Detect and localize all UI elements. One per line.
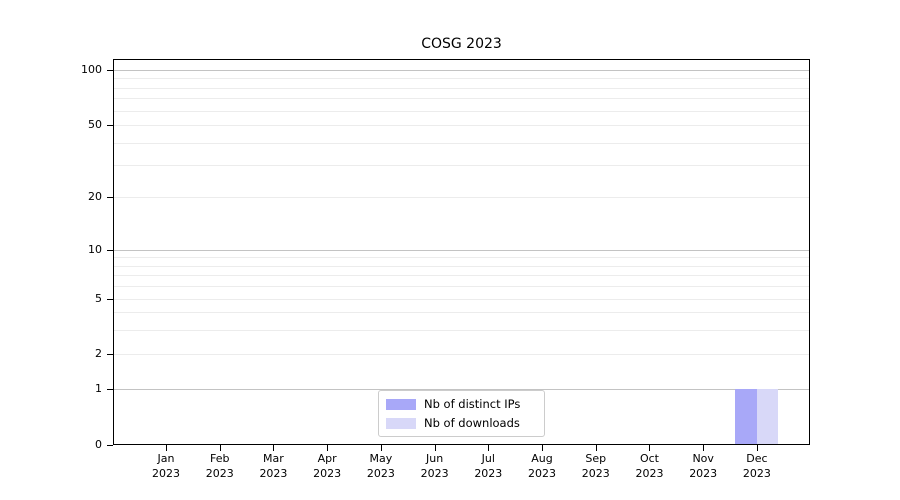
minor-gridline [114,125,809,126]
legend-label: Nb of downloads [424,416,520,430]
minor-gridline [114,312,809,314]
x-tick-label-line: Apr [317,452,337,465]
x-tick-mark [327,445,329,451]
x-tick-label-line: Dec [746,452,768,465]
x-tick-mark [703,445,705,451]
y-tick-label: 0 [95,438,102,451]
legend-swatch [386,398,416,410]
minor-gridline [114,110,809,112]
x-tick-label: Oct 2023 [619,451,679,481]
y-tick-label: 5 [95,292,102,305]
minor-gridline [114,98,809,100]
minor-gridline [114,286,809,288]
x-tick-label-line: Feb [209,452,230,465]
x-tick-mark [273,445,275,451]
x-tick-label-line: 2023 [205,467,234,480]
x-tick-label-line: 2023 [528,467,557,480]
bar-dec-downloads [756,389,779,444]
legend-label: Nb of distinct IPs [424,397,521,411]
minor-gridline [114,354,809,355]
major-gridline [114,389,809,390]
y-tick-label: 2 [95,347,102,360]
x-tick-mark [756,445,758,451]
legend-item-downloads: Nb of downloads [386,415,537,431]
x-tick-mark [595,445,597,451]
y-tick-mark [107,250,113,251]
x-tick-label: Sep 2023 [566,451,626,481]
x-tick-label-line: Sep [585,452,607,465]
x-tick-label: Jul 2023 [458,451,518,481]
minor-gridline [114,197,809,198]
x-tick-label-line: 2023 [742,467,771,480]
x-tick-label: Mar 2023 [243,451,303,481]
y-tick-label: 50 [88,118,102,131]
plot-area [113,59,810,445]
x-tick-label: Aug 2023 [512,451,572,481]
x-tick-label: May 2023 [351,451,411,481]
y-tick-label: 10 [88,243,102,256]
x-tick-label-line: 2023 [152,467,180,480]
x-tick-mark [488,445,490,451]
minor-gridline [114,87,809,89]
x-tick-label: Feb 2023 [190,451,250,481]
x-tick-label-line: Mar [263,452,284,465]
x-tick-label: Jan 2023 [136,451,196,481]
x-tick-mark [434,445,436,451]
x-tick-label: Dec 2023 [727,451,787,481]
x-tick-label: Jun 2023 [405,451,465,481]
minor-gridline [114,165,809,167]
x-tick-label-line: Oct [639,452,659,465]
x-tick-mark [542,445,544,451]
minor-gridline [114,329,809,331]
x-tick-label-line: 2023 [635,467,664,480]
minor-gridline [114,142,809,144]
x-tick-label-line: 2023 [581,467,610,480]
y-tick-mark [107,389,113,390]
x-tick-mark [219,445,221,451]
x-tick-label-line: 2023 [259,467,288,480]
bar-dec-distinct-ips [735,389,757,444]
x-tick-mark [166,445,167,451]
y-tick-mark [107,445,113,446]
y-tick-mark [107,299,113,300]
x-tick-label-line: Jan [157,452,175,465]
y-tick-mark [107,354,113,355]
x-tick-label-line: 2023 [689,467,718,480]
x-tick-label-line: 2023 [366,467,395,480]
y-tick-mark [107,125,113,126]
minor-gridline [114,299,809,300]
minor-gridline [114,78,809,80]
x-tick-label: Nov 2023 [673,451,733,481]
minor-gridline [114,275,809,277]
y-tick-label: 20 [88,190,102,203]
x-tick-label-line: May [369,452,393,465]
y-tick-label: 100 [81,63,102,76]
minor-gridline [114,265,809,267]
x-tick-mark [380,445,382,451]
y-tick-label: 1 [95,382,102,395]
legend-item-distinct-ips: Nb of distinct IPs [386,396,537,412]
y-tick-mark [107,197,113,198]
x-tick-label-line: Aug [531,452,553,465]
chart-title: COSG 2023 [421,36,502,52]
x-tick-mark [649,445,651,451]
x-tick-label: Apr 2023 [297,451,357,481]
major-gridline [114,70,809,71]
major-gridline [114,250,809,251]
legend: Nb of distinct IPs Nb of downloads [378,390,545,437]
legend-swatch [386,417,416,429]
y-tick-mark [107,70,113,71]
x-tick-label-line: 2023 [420,467,449,480]
x-tick-label-line: Nov [692,452,714,465]
x-tick-label-line: 2023 [313,467,342,480]
x-tick-label-line: Jun [426,452,444,465]
x-tick-label-line: Jul [481,452,495,465]
minor-gridline [114,257,809,259]
x-tick-label-line: 2023 [474,467,503,480]
